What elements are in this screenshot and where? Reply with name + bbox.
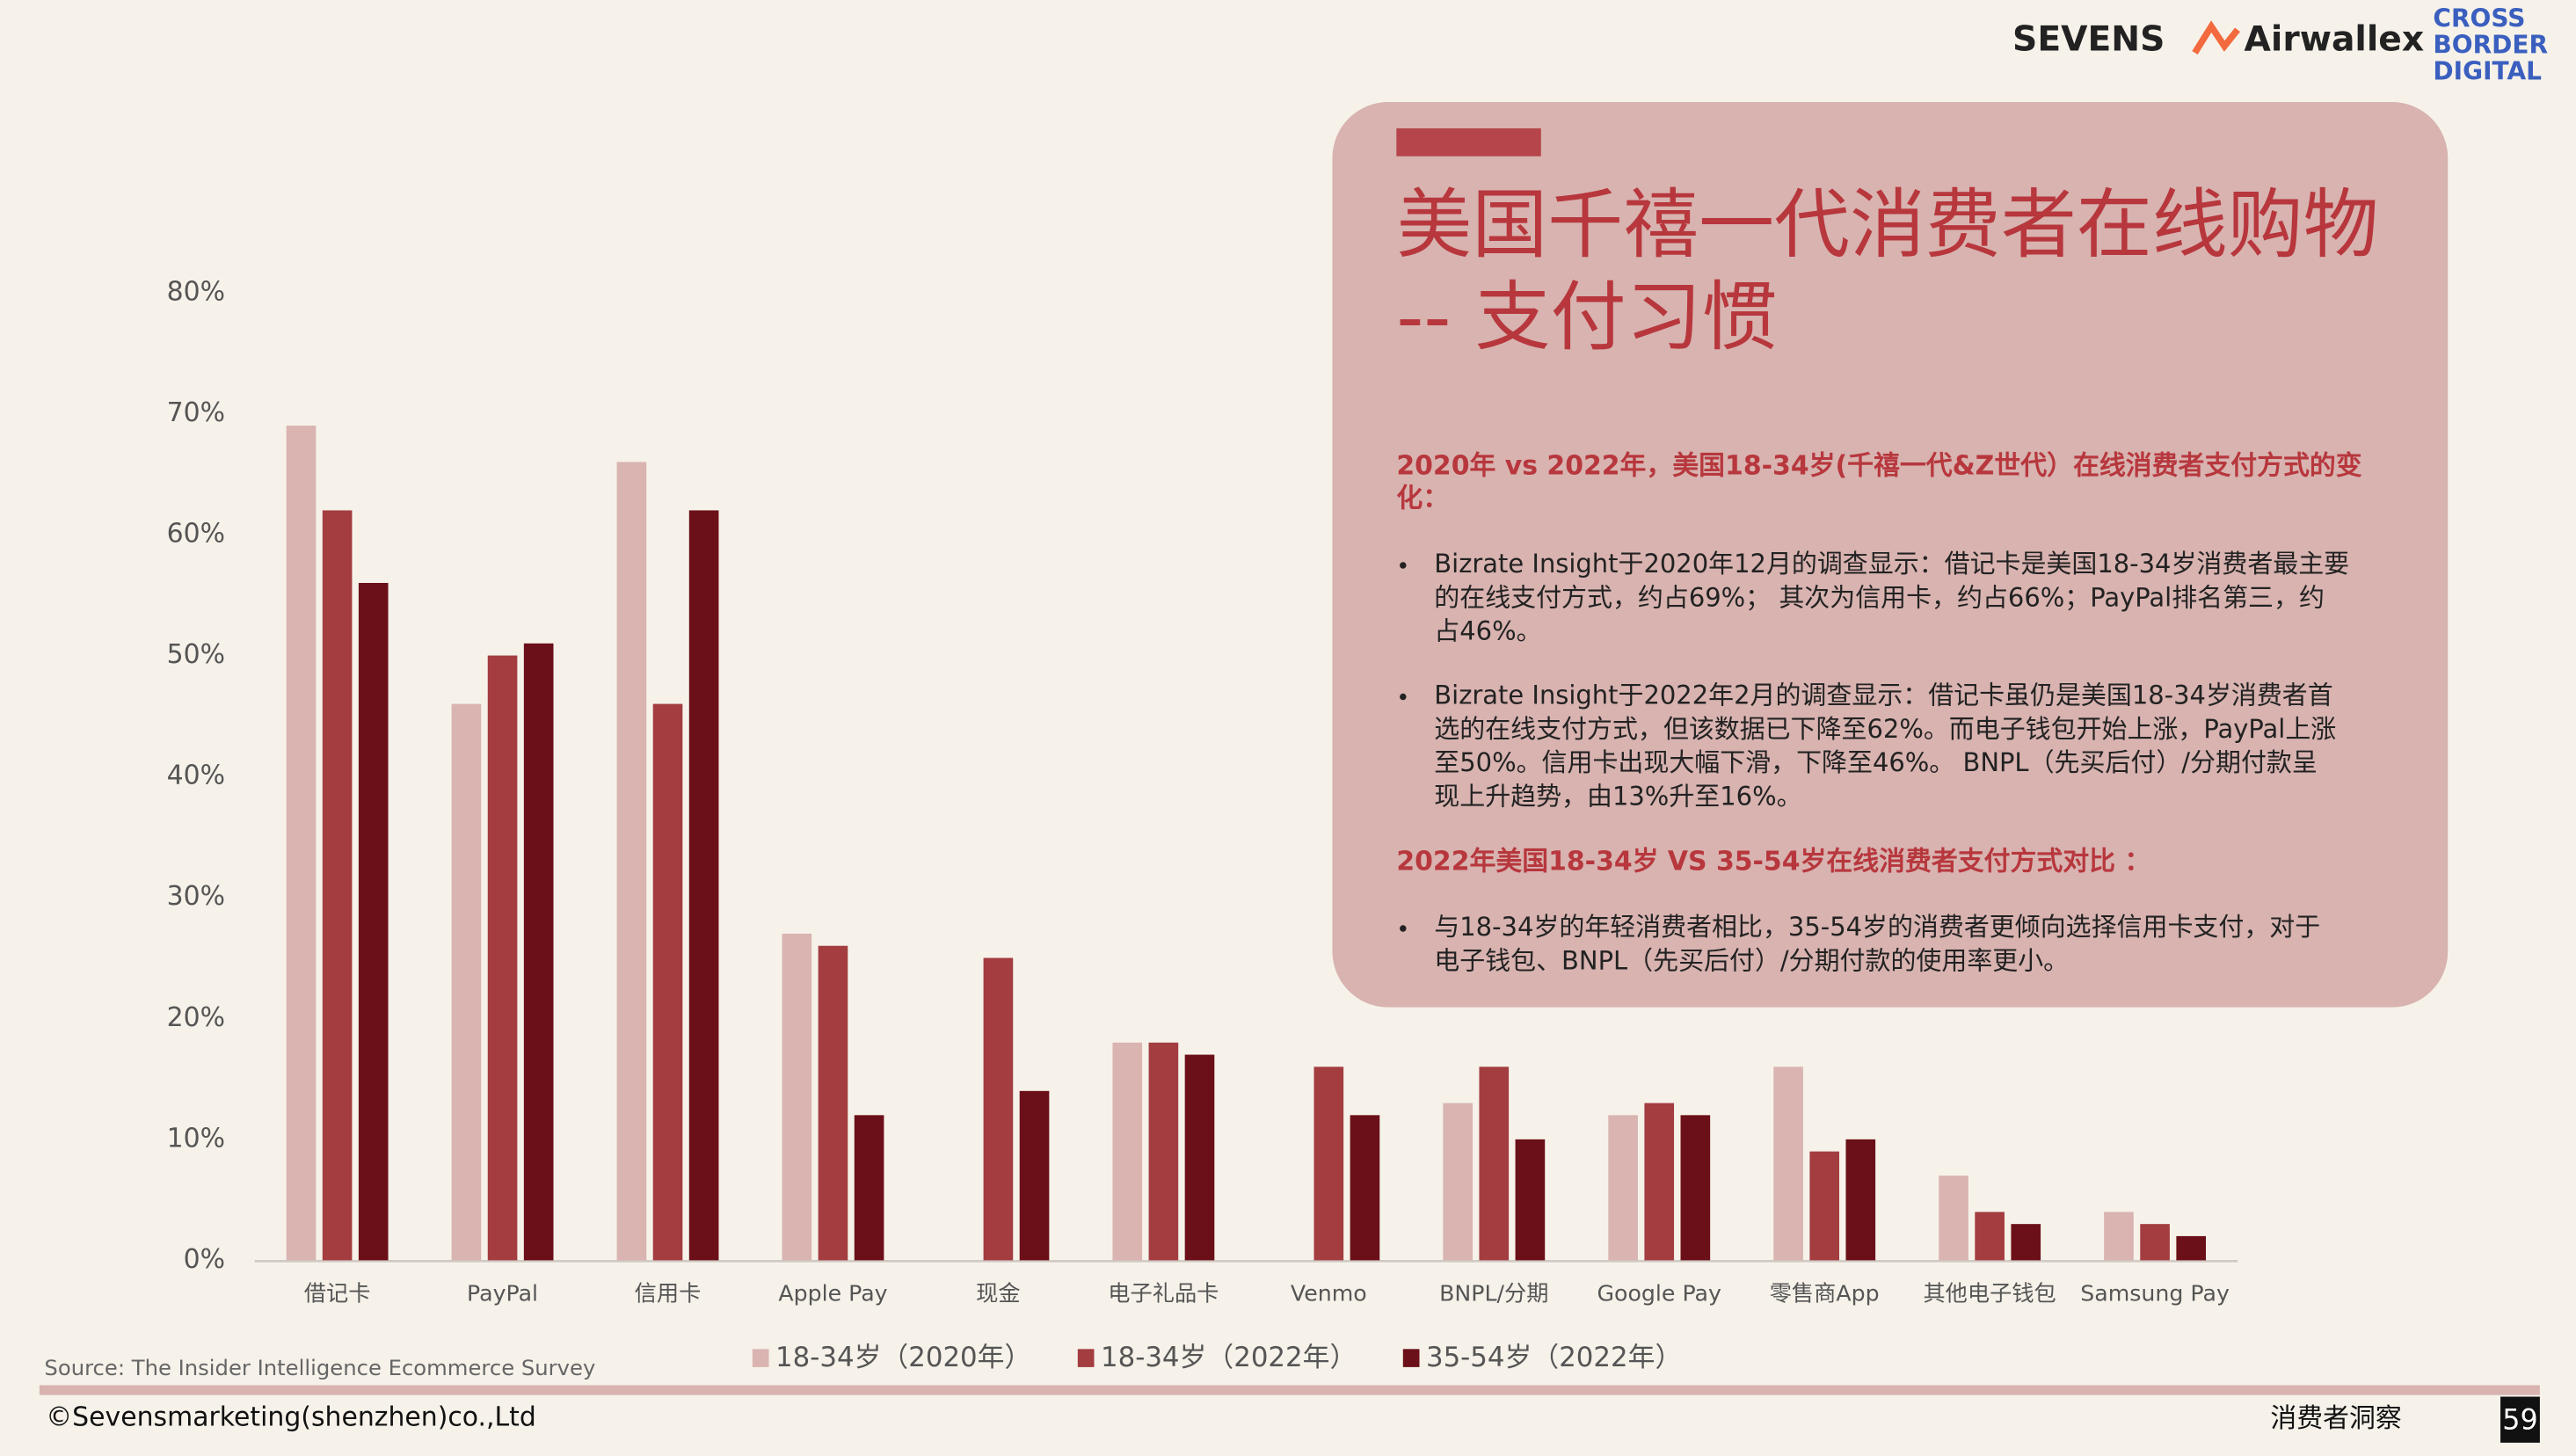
bar [523, 643, 554, 1261]
bullet-text: 占46%。 [1434, 616, 1541, 646]
x-tick-label: 零售商App [1770, 1281, 1880, 1307]
footer-right: 消费者洞察 [2270, 1403, 2401, 1434]
bar [1350, 1115, 1380, 1261]
x-tick-label: Apple Pay [778, 1281, 887, 1307]
bar [2011, 1224, 2041, 1261]
bar [2176, 1235, 2207, 1261]
bar [652, 703, 683, 1261]
panel-title: -- 支付习惯 [1396, 273, 1777, 361]
logo-cbd: BORDER [2433, 31, 2548, 60]
logo-cbd: DIGITAL [2433, 56, 2542, 85]
bar [2140, 1224, 2170, 1261]
x-tick-label: 现金 [976, 1281, 1020, 1307]
bar [1608, 1115, 1638, 1261]
logo-airwallex: Airwallex [2245, 19, 2425, 59]
bullet-dot [1400, 693, 1407, 701]
bar [1975, 1212, 2005, 1261]
x-tick-label: 借记卡 [304, 1281, 371, 1307]
x-tick-label: 其他电子钱包 [1923, 1281, 2056, 1307]
bullet-text: 电子钱包、BNPL（先买后付）/分期付款的使用率更小。 [1434, 945, 2069, 975]
bullet-dot [1400, 562, 1407, 569]
bar [2104, 1212, 2134, 1261]
bullet-dot [1400, 925, 1407, 932]
legend-swatch [1402, 1349, 1420, 1367]
bar [1809, 1151, 1840, 1261]
legend-swatch [752, 1349, 769, 1367]
subheading: 2022年美国18-34岁 VS 35-54岁在线消费者支付方式对比 ： [1396, 847, 2150, 877]
bar [451, 703, 482, 1261]
panel-accent [1396, 127, 1541, 157]
y-tick-label: 0% [184, 1244, 225, 1275]
bullet-text: 至50%。信用卡出现大幅下滑，下降至46%。 BNPL（先买后付）/分期付款呈 [1434, 747, 2318, 777]
bar [782, 933, 812, 1261]
y-tick-label: 10% [167, 1123, 225, 1154]
legend-label: 18-34岁（2022年） [1101, 1342, 1357, 1373]
logo-cbd: CROSS [2433, 4, 2525, 33]
bullet-text: 选的在线支付方式，但该数据已下降至62%。而电子钱包开始上涨，PayPal上涨 [1434, 714, 2336, 744]
bar [487, 655, 518, 1261]
logo-sevens: SEVENS [2012, 19, 2165, 59]
bar [1184, 1054, 1215, 1261]
text-panel [1332, 102, 2449, 1008]
y-tick-label: 40% [167, 761, 225, 791]
bullet-text: 的在线支付方式，约占69%； 其次为信用卡，约占66%；PayPal排名第三，约 [1434, 582, 2325, 612]
x-tick-label: PayPal [467, 1281, 538, 1307]
bar [1112, 1042, 1143, 1261]
page-number-box [2500, 1396, 2540, 1443]
bullet-text: 现上升趋势，由13%升至16%。 [1434, 781, 1801, 811]
subheading: 2020年 vs 2022年，美国18-34岁(千禧一代&Z世代）在线消费者支付… [1396, 450, 2361, 481]
source: Source: The Insider Intelligence Ecommer… [44, 1355, 595, 1380]
bar [854, 1115, 884, 1261]
bar [322, 510, 353, 1261]
x-tick-label: Google Pay [1597, 1281, 1721, 1307]
page-number: 59 [2502, 1405, 2537, 1437]
bar [1019, 1090, 1050, 1261]
y-tick-label: 50% [167, 639, 225, 670]
bar [1773, 1067, 1803, 1261]
footer-left: ©Sevensmarketing(shenzhen)co.,Ltd [46, 1401, 536, 1432]
legend-swatch [1077, 1349, 1095, 1367]
bar [818, 945, 848, 1261]
y-tick-label: 20% [167, 1002, 225, 1033]
bar [1515, 1139, 1546, 1261]
bar [1644, 1103, 1675, 1261]
bar [1939, 1176, 1968, 1261]
logo-icon [2192, 20, 2240, 55]
bar [1313, 1067, 1344, 1261]
x-tick-label: 电子礼品卡 [1108, 1281, 1219, 1307]
bar [1148, 1042, 1179, 1261]
bar [1443, 1103, 1473, 1261]
x-tick-label: Venmo [1291, 1281, 1367, 1307]
panel-title: 美国千禧一代消费者在线购物 [1396, 181, 2378, 269]
bullet-text: Bizrate Insight于2022年2月的调查显示：借记卡虽仍是美国18-… [1434, 680, 2332, 710]
x-tick-label: 信用卡 [635, 1281, 702, 1307]
footer-rule [39, 1385, 2540, 1395]
bar [1479, 1067, 1510, 1261]
bar [983, 957, 1014, 1261]
bar [1680, 1115, 1711, 1261]
y-tick-label: 80% [167, 276, 225, 307]
bar [616, 462, 647, 1261]
legend-label: 35-54岁（2022年） [1426, 1342, 1682, 1373]
x-tick-label: BNPL/分期 [1439, 1281, 1548, 1307]
bar [358, 583, 389, 1261]
bar [688, 510, 719, 1261]
legend-label: 18-34岁（2020年） [775, 1342, 1031, 1373]
bullet-text: 与18-34岁的年轻消费者相比，35-54岁的消费者更倾向选择信用卡支付，对于 [1434, 912, 2320, 942]
y-tick-label: 30% [167, 881, 225, 912]
subheading: 化： [1396, 484, 1449, 514]
x-tick-label: Samsung Pay [2080, 1281, 2230, 1307]
y-tick-label: 60% [167, 518, 225, 549]
bar [1845, 1139, 1876, 1261]
bar [286, 426, 317, 1261]
bullet-text: Bizrate Insight于2020年12月的调查显示：借记卡是美国18-3… [1434, 549, 2349, 579]
y-tick-label: 70% [167, 397, 225, 428]
